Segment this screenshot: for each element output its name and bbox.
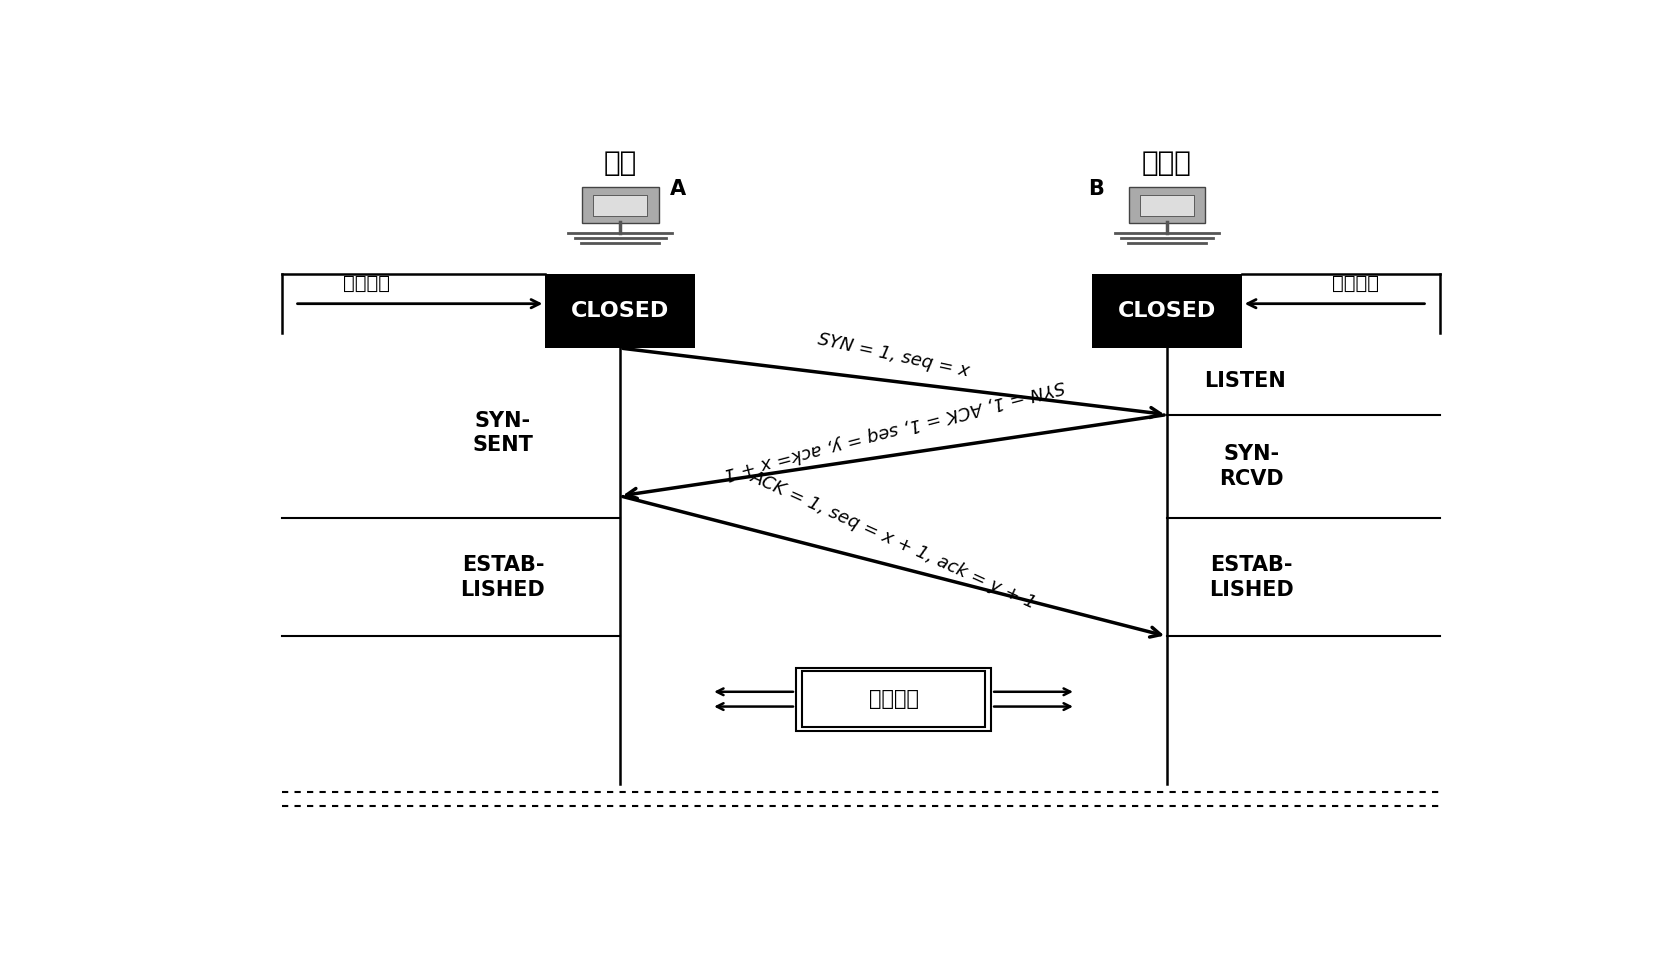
Text: 服务器: 服务器 <box>1142 149 1191 178</box>
Text: ESTAB-
LISHED: ESTAB- LISHED <box>460 555 546 600</box>
Text: SYN = 1, seq = x: SYN = 1, seq = x <box>816 330 971 380</box>
Text: A: A <box>670 180 685 199</box>
Text: CLOSED: CLOSED <box>571 301 669 321</box>
Text: SYN = 1, ACK = 1, seq = y, ack= x + 1: SYN = 1, ACK = 1, seq = y, ack= x + 1 <box>721 376 1067 483</box>
Text: SYN-
SENT: SYN- SENT <box>472 411 533 455</box>
Text: SYN-
RCVD: SYN- RCVD <box>1220 444 1284 489</box>
Text: LISTEN: LISTEN <box>1205 372 1285 392</box>
Bar <box>1092 275 1242 348</box>
Bar <box>796 668 991 731</box>
Text: 数据传送: 数据传送 <box>869 689 919 709</box>
Text: CLOSED: CLOSED <box>1117 301 1216 321</box>
Text: 客户: 客户 <box>603 149 637 178</box>
Text: ESTAB-
LISHED: ESTAB- LISHED <box>1210 555 1294 600</box>
Text: 主动打开: 主动打开 <box>343 274 390 293</box>
FancyBboxPatch shape <box>1141 195 1194 216</box>
FancyBboxPatch shape <box>1129 187 1205 224</box>
Bar <box>546 275 696 348</box>
Text: 被动打开: 被动打开 <box>1332 274 1379 293</box>
Text: ACK = 1, seq = x + 1, ack = y + 1: ACK = 1, seq = x + 1, ack = y + 1 <box>748 468 1040 612</box>
FancyBboxPatch shape <box>581 187 659 224</box>
Bar <box>803 671 984 727</box>
FancyBboxPatch shape <box>593 195 647 216</box>
Text: B: B <box>1089 180 1104 199</box>
